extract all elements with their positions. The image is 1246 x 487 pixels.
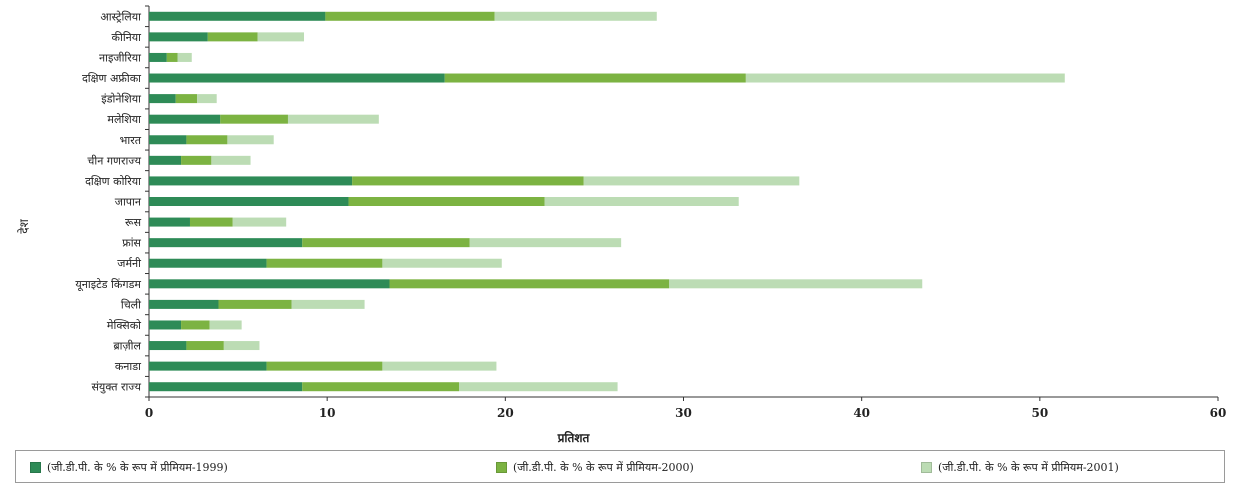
bar-segment (149, 238, 303, 248)
bar-segment (149, 361, 267, 371)
chart: आस्ट्रेलिया कीनिया नाइजीरिया दक्षिण अफ्रीका… (17, 5, 1227, 445)
bar-segment (149, 320, 182, 330)
bar-segment (266, 361, 383, 371)
bar-segment (197, 94, 217, 104)
x-tick-label: 0 (145, 406, 153, 420)
bar-segment (149, 11, 326, 21)
bar-segment (186, 341, 224, 351)
y-tick-label: यूनाइटेड किंगडम (75, 278, 141, 292)
legend-swatch-2000 (496, 462, 507, 473)
bar-segment (211, 155, 251, 165)
bar-segment (220, 114, 288, 124)
bar-segment (149, 94, 176, 104)
bar-segment (149, 52, 167, 62)
y-tick-label: जर्मनी (117, 257, 141, 270)
y-tick-label: ब्राज़ील (113, 340, 141, 353)
bar-segment (232, 217, 287, 227)
legend-item-2000: (जी.डी.पी. के % के रूप में प्रीमियम-2000… (496, 460, 694, 475)
legend-label-2000: (जी.डी.पी. के % के रूप में प्रीमियम-2000… (513, 461, 694, 474)
bar-segment (149, 73, 445, 83)
y-tick-label: चीन गणराज्य (87, 154, 141, 167)
x-tick-label: 20 (497, 406, 514, 420)
bar-segment (382, 258, 502, 268)
bar-segment (207, 32, 258, 42)
bar-segment (181, 320, 210, 330)
bar-segment (287, 114, 379, 124)
y-tick-label: भारत (120, 134, 142, 147)
bar-segment (266, 258, 383, 268)
y-tick-label: दक्षिण कोरिया (85, 175, 141, 188)
bar-segment (218, 299, 292, 309)
bar-segment (149, 217, 190, 227)
x-axis-title: प्रतिशत (557, 431, 591, 445)
bar-segment (149, 299, 219, 309)
legend-label-1999: (जी.डी.पी. के % के रूप में प्रीमियम-1999… (47, 461, 228, 474)
bar-segment (745, 73, 1065, 83)
y-tick-label: दक्षिण अफ्रीका (82, 72, 141, 85)
legend-item-2001: (जी.डी.पी. के % के रूप में प्रीमियम-2001… (921, 460, 1119, 475)
bar-segment (149, 382, 303, 392)
bar-segment (544, 197, 739, 206)
y-tick-label: चिली (121, 298, 141, 311)
x-tick-label: 50 (1031, 406, 1048, 420)
bar-segment (389, 279, 670, 289)
bar-segment (291, 299, 365, 309)
x-tick-label: 60 (1210, 406, 1227, 420)
legend-swatch-1999 (30, 462, 41, 473)
bar-segment (149, 197, 349, 206)
bar-segment (186, 135, 228, 145)
legend-item-1999: (जी.डी.पी. के % के रूप में प्रीमियम-1999… (30, 460, 228, 475)
y-tick-label: रूस (125, 216, 142, 229)
bar-segment (469, 238, 622, 248)
y-tick-label: फ्रांस (122, 237, 141, 250)
bar-segment (348, 197, 545, 206)
y-tick-label: मलेशिया (107, 113, 141, 126)
bar-segment (177, 52, 192, 62)
bar-segment (302, 238, 470, 248)
bar-segment (583, 176, 800, 186)
bar-segment (149, 155, 182, 165)
bar-segment (459, 382, 618, 392)
bar-segment (149, 32, 208, 42)
y-axis-title: देश (17, 218, 31, 233)
bar-segment (209, 320, 242, 330)
bar-segment (352, 176, 584, 186)
y-tick-label: कीनिया (112, 31, 142, 44)
y-tick-label: कनाडा (115, 360, 141, 373)
x-tick-label: 30 (675, 406, 692, 420)
bar-segment (166, 52, 178, 62)
bar-segment (302, 382, 460, 392)
bar-segment (223, 341, 260, 351)
bar-segment (149, 176, 353, 186)
legend: (जी.डी.पी. के % के रूप में प्रीमियम-1999… (15, 450, 1225, 483)
bar-segment (149, 341, 187, 351)
y-tick-label: आस्ट्रेलिया (100, 10, 141, 23)
bar-segment (227, 135, 274, 145)
legend-swatch-2001 (921, 462, 932, 473)
bar-segment (494, 11, 657, 21)
y-tick-label: मेक्सिको (107, 319, 141, 332)
y-tick-label: इंडोनेशिया (101, 93, 141, 106)
y-tick-label: संयुक्त राज्य (92, 381, 142, 394)
bar-segment (444, 73, 746, 83)
bar-segment (382, 361, 497, 371)
bar-segment (149, 258, 267, 268)
bar-segment (189, 217, 233, 227)
y-tick-label: नाइजीरिया (99, 51, 141, 64)
bar-segment (257, 32, 305, 42)
bar-segment (149, 135, 187, 145)
bar-segment (149, 114, 221, 124)
legend-label-2001: (जी.डी.पी. के % के रूप में प्रीमियम-2001… (938, 461, 1119, 474)
x-tick-label: 40 (853, 406, 870, 420)
bar-segment (175, 94, 198, 104)
bar-segment (181, 155, 212, 165)
bar-segment (325, 11, 495, 21)
x-tick-label: 10 (319, 406, 336, 420)
bar-segment (669, 279, 923, 289)
y-tick-label: जापान (115, 196, 142, 209)
bar-segment (149, 279, 390, 289)
